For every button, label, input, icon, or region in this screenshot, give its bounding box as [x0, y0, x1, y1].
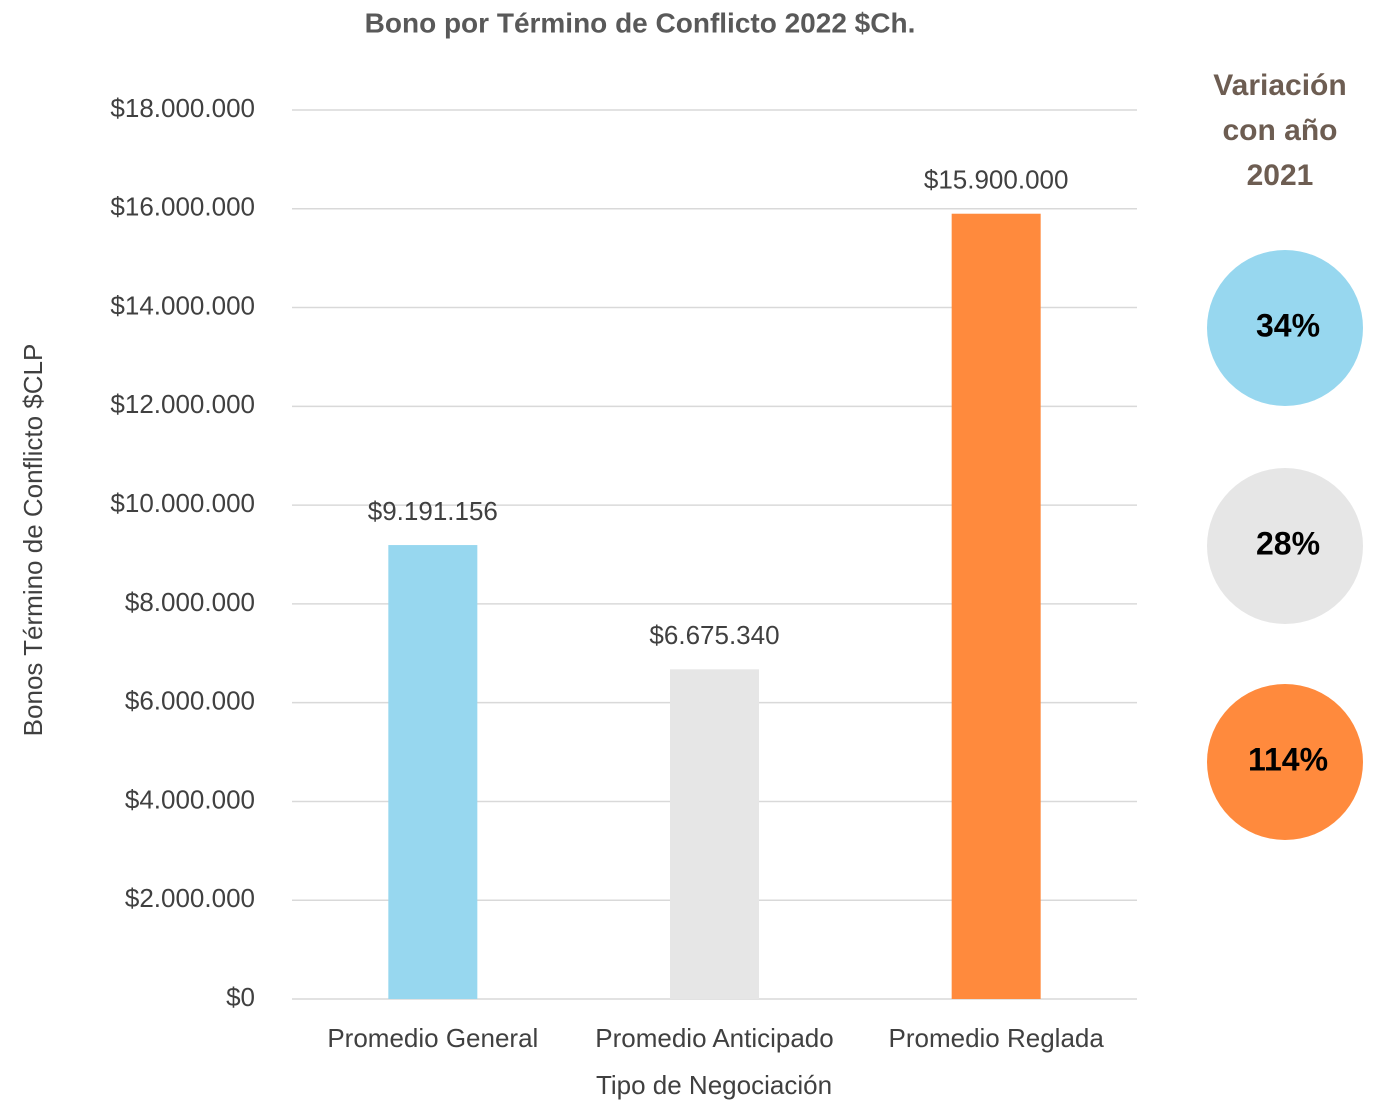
variation-label: 28% — [1256, 525, 1320, 561]
x-tick-label: Promedio Reglada — [888, 1023, 1104, 1053]
y-tick-label: $6.000.000 — [125, 686, 255, 716]
y-axis-title: Bonos Término de Conflicto $CLP — [18, 344, 48, 737]
x-tick-label: Promedio General — [327, 1023, 538, 1053]
y-tick-label: $16.000.000 — [110, 192, 255, 222]
variation-circle — [1207, 250, 1363, 406]
data-label: $6.675.340 — [649, 620, 779, 650]
x-tick-label: Promedio Anticipado — [595, 1023, 833, 1053]
y-tick-label: $8.000.000 — [125, 587, 255, 617]
data-label: $9.191.156 — [368, 496, 498, 526]
y-tick-label: $4.000.000 — [125, 784, 255, 814]
variation-title: Variación con año 2021 — [1213, 69, 1347, 192]
variation-circle — [1207, 684, 1363, 840]
y-tick-label: $2.000.000 — [125, 883, 255, 913]
y-tick-label: $14.000.000 — [110, 290, 255, 320]
bar — [669, 669, 760, 999]
x-axis-title: Tipo de Negociación — [596, 1070, 832, 1100]
variation-label: 34% — [1256, 307, 1320, 343]
y-tick-label: $0 — [226, 982, 255, 1012]
bar — [388, 545, 478, 999]
y-tick-label: $10.000.000 — [110, 488, 255, 518]
variation-label: 114% — [1248, 741, 1328, 777]
data-label: $15.900.000 — [924, 165, 1069, 195]
bar — [951, 213, 1041, 999]
chart-title: Bono por Término de Conflicto 2022 $Ch. — [365, 7, 916, 38]
y-tick-label: $12.000.000 — [110, 389, 255, 419]
y-tick-label: $18.000.000 — [110, 93, 255, 123]
variation-circle — [1207, 468, 1363, 624]
